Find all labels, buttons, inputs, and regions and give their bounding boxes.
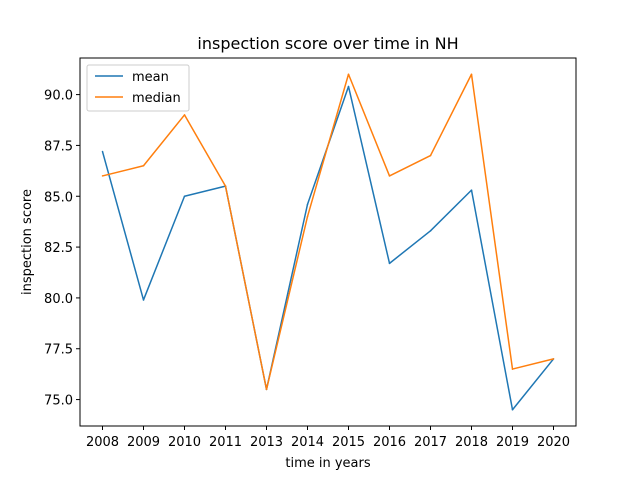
data-point-mean-2019	[511, 408, 514, 411]
data-point-mean-2014	[306, 203, 309, 206]
x-tick-label-2019: 2019	[496, 435, 529, 450]
y-tick-label-82.5: 82.5	[44, 241, 73, 256]
data-point-mean-2008	[101, 150, 104, 153]
legend: mean median	[86, 64, 190, 112]
data-point-median-2013	[265, 388, 268, 391]
x-tick-label-2016: 2016	[373, 435, 406, 450]
data-point-mean-2016	[388, 262, 391, 265]
y-axis-label: inspection score	[20, 189, 35, 295]
x-tick-label-2013: 2013	[250, 435, 283, 450]
data-point-mean-2009	[142, 299, 145, 301]
data-point-mean-2018	[470, 189, 473, 191]
data-point-median-2016	[388, 175, 391, 177]
legend-label-mean: mean	[132, 70, 169, 85]
data-point-median-2020	[552, 358, 555, 360]
chart-title: inspection score over time in NH	[197, 34, 458, 53]
y-tick-label-75.0: 75.0	[44, 394, 73, 409]
data-point-median-2015	[347, 73, 350, 76]
data-point-mean-2017	[429, 230, 432, 232]
y-tick-label-87.5: 87.5	[44, 139, 73, 154]
data-point-median-2011	[224, 185, 227, 187]
x-tick-label-2009: 2009	[127, 435, 160, 450]
data-point-median-2014	[306, 215, 309, 218]
x-axis: 2008 2009 2010 2011 2013 2014 2015 2016 2017 2018…	[86, 426, 570, 450]
y-tick-label-85.0: 85.0	[44, 190, 73, 205]
legend-label-median: median	[132, 91, 181, 106]
x-tick-label-2014: 2014	[291, 435, 324, 450]
y-tick-label-77.5: 77.5	[44, 343, 73, 358]
data-point-median-2010	[183, 114, 186, 116]
x-tick-label-2020: 2020	[537, 435, 570, 450]
plot-frame	[79, 57, 577, 427]
data-point-median-2009	[142, 165, 145, 167]
data-point-mean-2015	[347, 85, 350, 88]
x-tick-label-2011: 2011	[209, 435, 242, 450]
data-point-median-2008	[101, 175, 104, 177]
plot-area	[101, 73, 555, 411]
data-point-median-2019	[511, 368, 514, 370]
x-tick-label-2010: 2010	[168, 435, 201, 450]
series-line-median	[102, 73, 554, 391]
data-point-median-2018	[470, 73, 473, 76]
x-tick-label-2008: 2008	[86, 435, 119, 450]
data-point-mean-2010	[183, 195, 186, 198]
x-tick-label-2015: 2015	[332, 435, 365, 450]
y-tick-label-80.0: 80.0	[44, 292, 73, 307]
y-tick-label-90.0: 90.0	[44, 89, 73, 104]
y-axis: 75.0 77.5 80.0 82.5 85.0 87.5 90.0	[44, 89, 80, 409]
x-tick-label-2018: 2018	[455, 435, 488, 450]
data-point-median-2017	[429, 154, 432, 157]
x-tick-label-2017: 2017	[414, 435, 447, 450]
x-axis-label: time in years	[285, 456, 370, 471]
